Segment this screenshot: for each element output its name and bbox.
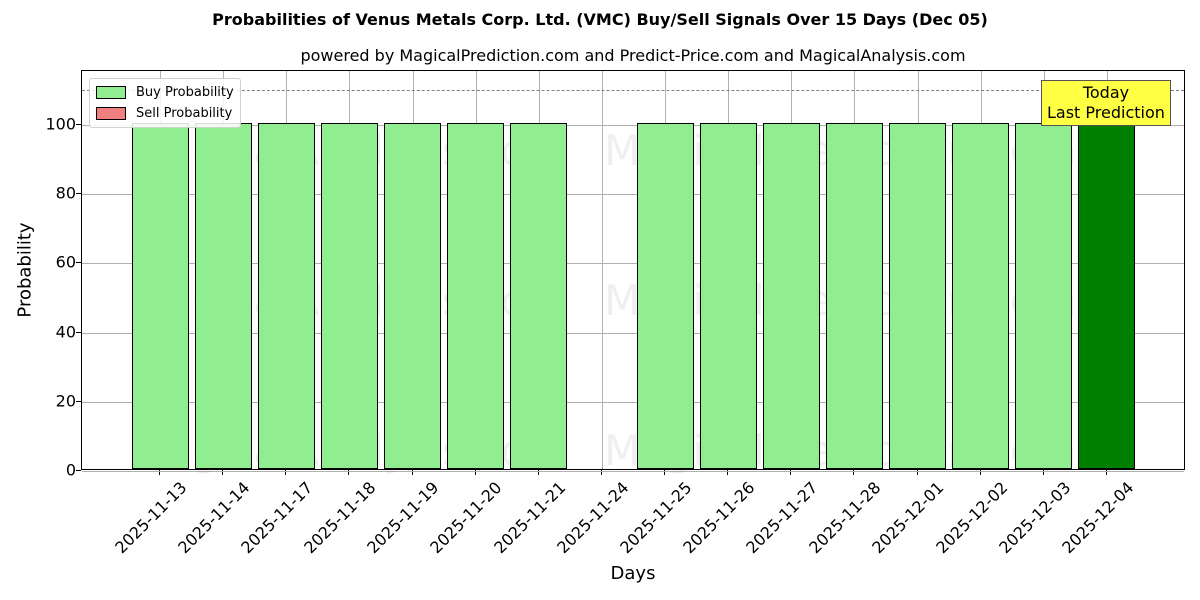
- y-tick-label: 60: [55, 252, 76, 272]
- x-tick-mark: [790, 470, 792, 475]
- legend: Buy Probability Sell Probability: [89, 78, 241, 128]
- buy-swatch: [96, 86, 126, 99]
- legend-item-sell: Sell Probability: [96, 103, 234, 124]
- legend-item-buy: Buy Probability: [96, 82, 234, 103]
- bar-buy: [131, 123, 189, 469]
- bar-buy: [320, 123, 378, 469]
- chart-subtitle: powered by MagicalPrediction.com and Pre…: [300, 46, 966, 65]
- gridline-horizontal: [82, 332, 1184, 334]
- x-tick-mark: [727, 470, 729, 475]
- bar-today-buy: [1078, 123, 1136, 469]
- chart-title: Probabilities of Venus Metals Corp. Ltd.…: [212, 10, 988, 29]
- y-tick-mark: [76, 470, 81, 471]
- gridline-horizontal: [82, 194, 1184, 196]
- bar-buy: [636, 123, 694, 469]
- x-tick-mark: [664, 470, 666, 475]
- y-tick-label: 20: [55, 391, 76, 411]
- legend-buy-label: Buy Probability: [136, 85, 234, 100]
- y-tick-label: 40: [55, 322, 76, 342]
- bar-buy: [762, 123, 820, 469]
- bar-buy: [699, 123, 757, 469]
- bar-buy: [1015, 123, 1073, 469]
- annotation-line1: Today: [1082, 83, 1130, 102]
- x-tick-mark: [537, 470, 539, 475]
- x-tick-mark: [916, 470, 918, 475]
- bar-buy: [384, 123, 442, 469]
- bar-buy: [447, 123, 505, 469]
- y-tick-mark: [76, 262, 81, 264]
- bar-buy: [194, 123, 252, 469]
- gridline-vertical: [601, 71, 603, 469]
- bar-buy: [952, 123, 1010, 469]
- x-tick-mark: [285, 470, 287, 475]
- y-tick-label: 100: [45, 114, 76, 134]
- plot-area: MagicalAnalysis.comMagicalAnalysis.comMa…: [81, 70, 1185, 475]
- y-axis-label: Probability: [14, 222, 36, 318]
- x-tick-mark: [979, 470, 981, 475]
- x-tick-mark: [474, 470, 476, 475]
- bar-buy: [510, 123, 568, 469]
- x-tick-mark: [1105, 470, 1107, 475]
- gridline-horizontal: [82, 125, 1184, 126]
- x-tick-mark: [411, 470, 413, 475]
- legend-sell-label: Sell Probability: [136, 106, 233, 121]
- y-tick-mark: [76, 193, 81, 195]
- today-annotation: Today Last Prediction: [1041, 80, 1171, 126]
- y-tick-label: 0: [65, 460, 76, 480]
- threshold-dashed-line: [82, 90, 1184, 92]
- x-tick-mark: [853, 470, 855, 475]
- gridline-horizontal: [82, 401, 1184, 403]
- y-tick-mark: [76, 400, 81, 402]
- x-tick-mark: [348, 470, 350, 475]
- x-axis-label: Days: [610, 563, 656, 584]
- x-tick-mark: [1042, 470, 1044, 475]
- sell-swatch: [96, 107, 126, 120]
- x-tick-mark: [222, 470, 224, 475]
- bar-buy: [889, 123, 947, 469]
- bar-buy: [825, 123, 883, 469]
- y-tick-mark: [76, 331, 81, 333]
- x-tick-mark: [159, 470, 160, 475]
- gridline-horizontal: [82, 471, 1184, 472]
- y-tick-mark: [76, 124, 81, 125]
- x-tick-mark: [600, 470, 602, 475]
- gridline-horizontal: [82, 263, 1184, 265]
- annotation-line2: Last Prediction: [1047, 103, 1165, 122]
- y-tick-label: 80: [55, 183, 76, 203]
- bar-buy: [257, 123, 315, 469]
